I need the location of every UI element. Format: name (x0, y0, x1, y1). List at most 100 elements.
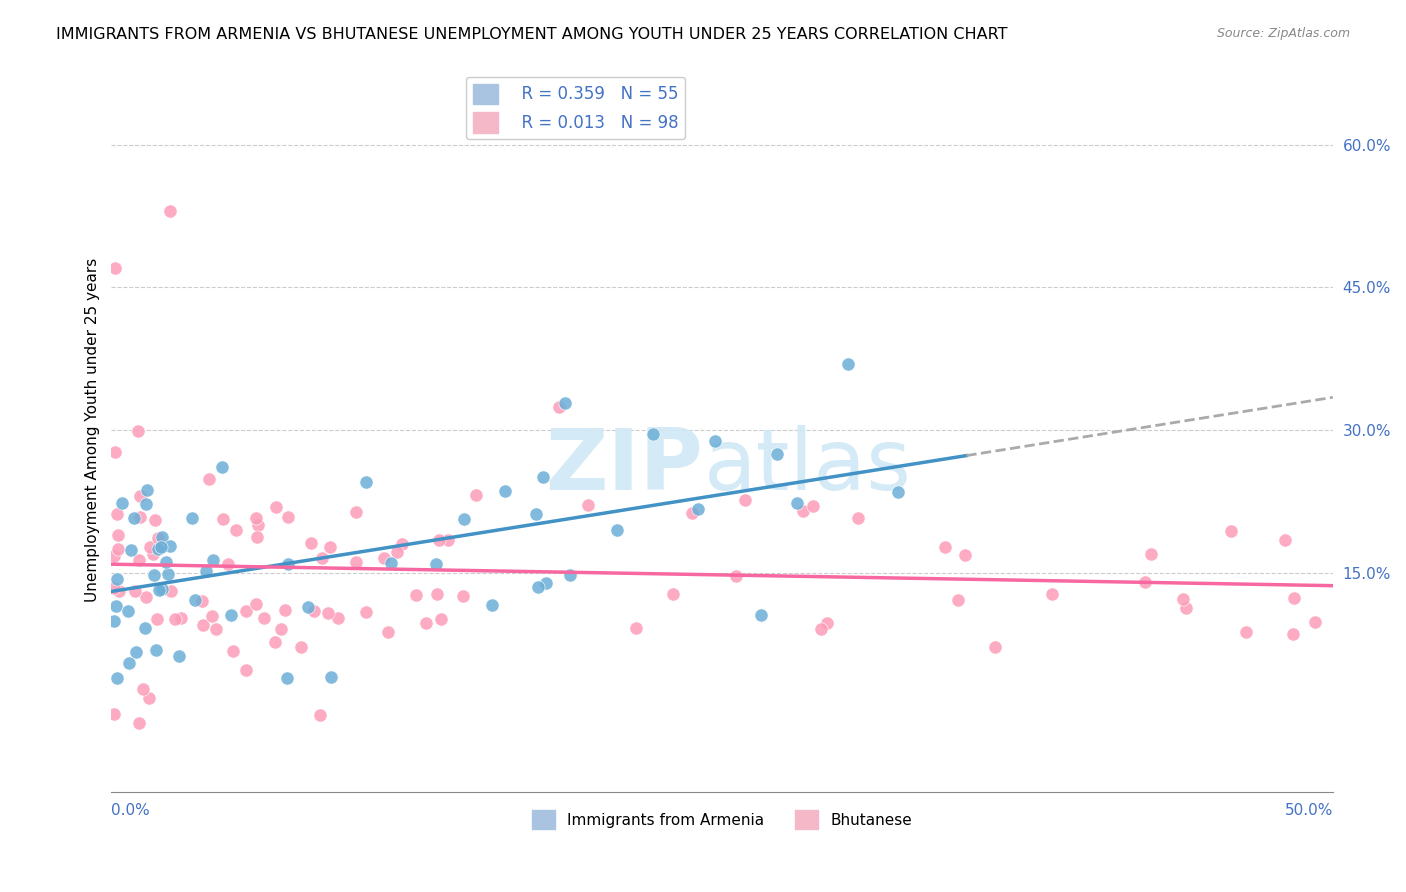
Point (225, 524, 247, 538)
Point (270, 623, 292, 637)
Point (524, 507, 547, 521)
Point (247, 518, 270, 533)
Point (211, 512, 233, 526)
Point (181, 511, 204, 525)
Point (103, 549, 125, 563)
Point (786, 496, 808, 510)
Point (219, 607, 242, 622)
Point (211, 460, 233, 475)
Point (1133, 574, 1156, 589)
Point (1040, 587, 1063, 601)
Point (643, 426, 665, 441)
Point (107, 541, 129, 556)
Point (165, 612, 187, 626)
Point (274, 603, 297, 617)
Point (129, 489, 152, 503)
Text: Source: ZipAtlas.com: Source: ZipAtlas.com (1216, 27, 1350, 40)
Point (316, 606, 339, 620)
Point (391, 537, 413, 551)
Point (321, 670, 343, 684)
Point (128, 552, 150, 566)
Point (194, 565, 217, 579)
Point (302, 604, 325, 618)
Point (425, 558, 447, 572)
Point (1175, 601, 1198, 615)
Point (170, 611, 193, 625)
Point (264, 500, 287, 515)
Point (245, 511, 267, 525)
Point (105, 599, 128, 613)
Point (453, 512, 475, 526)
Point (277, 557, 299, 571)
Point (494, 483, 516, 498)
Point (197, 472, 219, 486)
Point (202, 552, 225, 566)
Point (105, 572, 128, 586)
Point (276, 671, 298, 685)
Point (104, 261, 127, 276)
Point (481, 598, 503, 612)
Point (953, 548, 976, 562)
Text: 50.0%: 50.0% (1285, 804, 1333, 818)
Point (1234, 624, 1257, 639)
Point (451, 589, 474, 603)
Point (1220, 524, 1243, 538)
Point (264, 635, 287, 649)
Point (662, 587, 685, 601)
Text: 0.0%: 0.0% (111, 804, 150, 818)
Point (135, 483, 157, 498)
Legend: Immigrants from Armenia, Bhutanese: Immigrants from Armenia, Bhutanese (526, 804, 918, 835)
Point (120, 543, 142, 558)
Point (111, 496, 134, 510)
Point (103, 581, 125, 595)
Point (142, 547, 165, 561)
Point (107, 528, 129, 542)
Point (204, 622, 226, 636)
Point (1284, 591, 1306, 605)
Point (148, 583, 170, 598)
Point (554, 396, 576, 410)
Point (277, 510, 299, 524)
Point (132, 682, 155, 697)
Point (245, 597, 267, 611)
Point (124, 511, 146, 525)
Point (135, 497, 157, 511)
Point (105, 671, 128, 685)
Point (103, 706, 125, 721)
Point (184, 593, 207, 607)
Point (815, 616, 838, 631)
Point (328, 611, 350, 625)
Point (810, 622, 832, 636)
Point (222, 644, 245, 658)
Point (138, 690, 160, 705)
Point (143, 513, 166, 527)
Point (887, 485, 910, 500)
Point (134, 621, 156, 635)
Point (426, 587, 449, 601)
Point (193, 617, 215, 632)
Point (724, 569, 747, 583)
Point (319, 540, 342, 554)
Point (606, 523, 628, 537)
Point (145, 643, 167, 657)
Point (1303, 615, 1326, 630)
Point (377, 625, 399, 640)
Point (1173, 591, 1195, 606)
Point (150, 582, 173, 596)
Point (548, 401, 571, 415)
Point (150, 530, 173, 544)
Point (146, 612, 169, 626)
Point (734, 492, 756, 507)
Point (405, 588, 427, 602)
Point (253, 611, 276, 625)
Point (354, 475, 377, 489)
Point (108, 584, 131, 599)
Point (801, 499, 824, 513)
Point (297, 599, 319, 614)
Point (430, 611, 453, 625)
Point (155, 555, 177, 569)
Point (848, 511, 870, 525)
Point (531, 469, 554, 483)
Point (146, 542, 169, 557)
Point (934, 540, 956, 554)
